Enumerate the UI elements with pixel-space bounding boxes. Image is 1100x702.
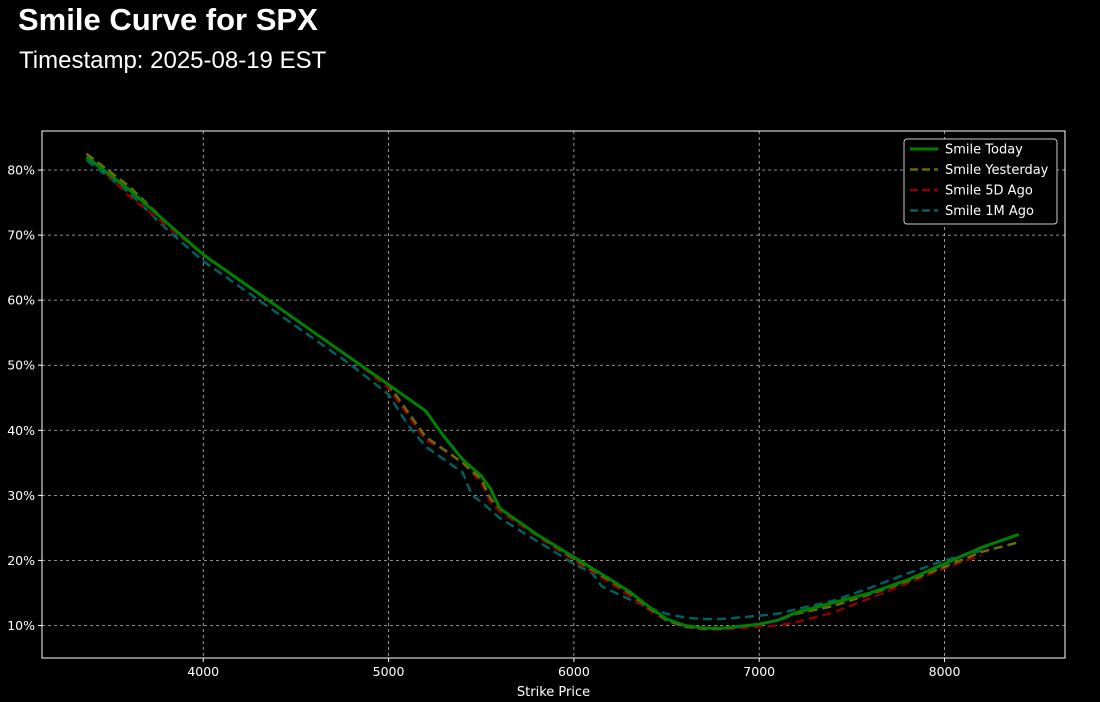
legend: Smile Today Smile Yesterday Smile 5D Ago Sm… [903,138,1058,225]
y-tick-label: 40% [7,423,35,438]
chart-title: Smile Curve for SPX [18,2,318,37]
y-tick-label: 10% [7,618,35,633]
grid-layer [42,131,1065,658]
x-tick-label: 8000 [929,664,961,679]
y-tick-label: 30% [7,488,35,503]
series-line-smile-1m-ago [85,159,982,621]
legend-label: Smile Today [945,143,1023,158]
series-layer [85,152,1020,631]
series-line-smile-yesterday [85,152,1020,630]
legend-label: Smile 5D Ago [945,184,1033,199]
tick-layer: 4000 5000 6000 7000 8000 10% 20% 30% 40% 50% 60% 70… [7,163,960,679]
y-tick-label: 20% [7,553,35,568]
y-tick-label: 60% [7,293,35,308]
plot-frame [41,130,1066,659]
legend-box [903,138,1058,225]
chart-subtitle: Timestamp: 2025-08-19 EST [19,47,327,74]
y-tick-label: 80% [7,163,35,178]
y-tick-label: 50% [7,358,35,373]
x-tick-label: 4000 [187,664,219,679]
series-line-smile-5d-ago [85,152,983,631]
legend-label: Smile 1M Ago [945,204,1034,219]
x-tick-label: 6000 [558,664,590,679]
series-line-smile-today [85,155,1020,630]
legend-label: Smile Yesterday [945,163,1049,178]
x-tick-label: 5000 [373,664,405,679]
x-tick-label: 7000 [743,664,775,679]
y-tick-label: 70% [7,228,35,243]
x-axis-label: Strike Price [517,685,590,700]
